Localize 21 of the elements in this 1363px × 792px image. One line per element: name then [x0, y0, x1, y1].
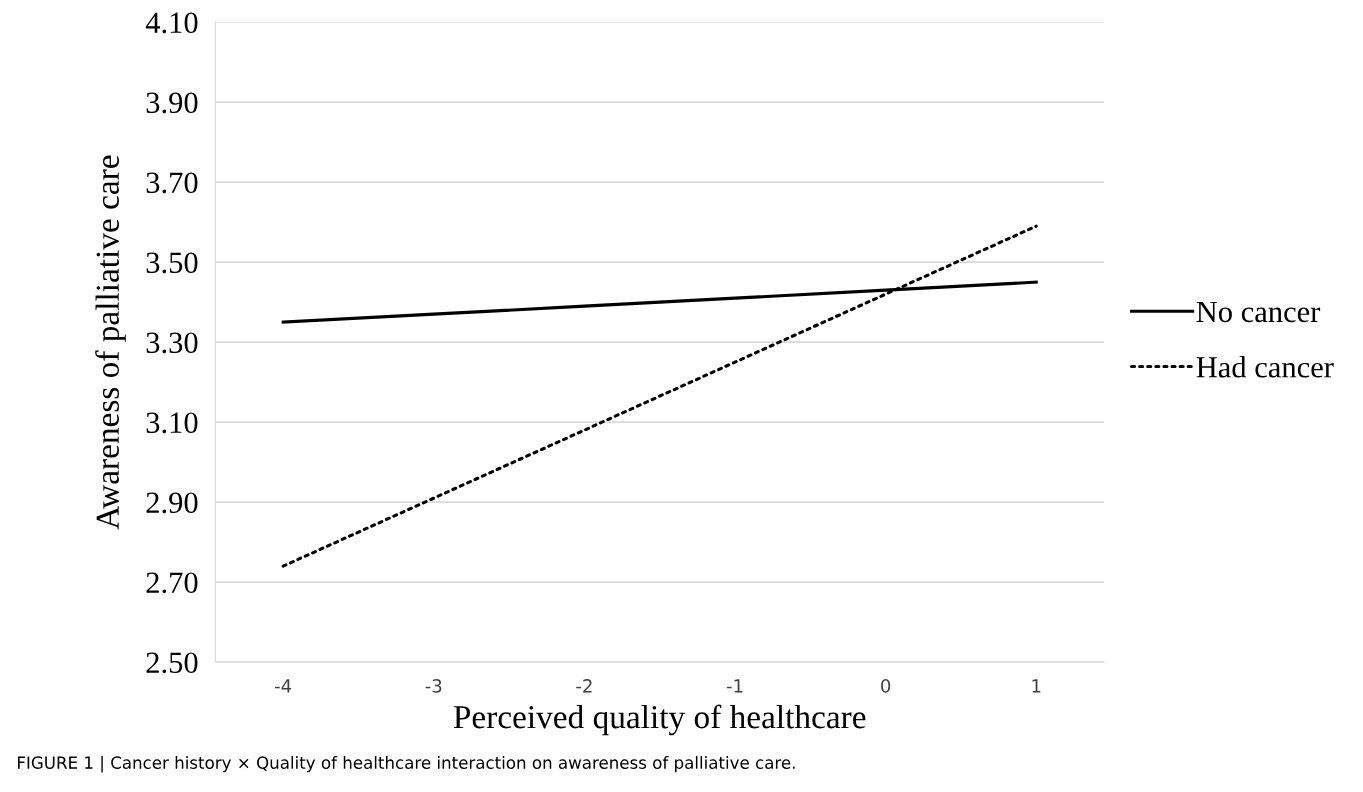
y-tick-label: 2.90 [146, 492, 198, 514]
x-tick-label: -3 [425, 679, 442, 693]
y-tick-label: 3.90 [146, 92, 198, 114]
x-tick-label: -2 [576, 679, 592, 693]
x-tick-label: 1 [1032, 679, 1041, 693]
y-tick-label: 3.30 [146, 332, 198, 354]
y-tick-label: 2.70 [146, 572, 198, 594]
y-axis-title: Awareness of palliative care [95, 155, 126, 530]
y-tick-label: 4.10 [145, 12, 198, 34]
x-tick-label: -4 [275, 679, 292, 693]
y-tick-label: 3.50 [146, 252, 198, 274]
x-tick-label: 0 [881, 679, 891, 693]
y-tick-label: 2.50 [146, 652, 198, 674]
y-tick-label: 3.10 [146, 412, 198, 434]
x-axis-title: Perceived quality of healthcare [453, 704, 866, 736]
caption: FIGURE 1 | Cancer history × Quality of healthcare interaction on awareness of palliative care. [17, 755, 795, 773]
line-series [281, 224, 1038, 568]
y-tick-label: 3.70 [146, 172, 198, 194]
legend-label: Had cancer [1196, 356, 1334, 378]
x-tick-label: -1 [726, 679, 743, 693]
legend-label: No cancer [1196, 301, 1321, 323]
